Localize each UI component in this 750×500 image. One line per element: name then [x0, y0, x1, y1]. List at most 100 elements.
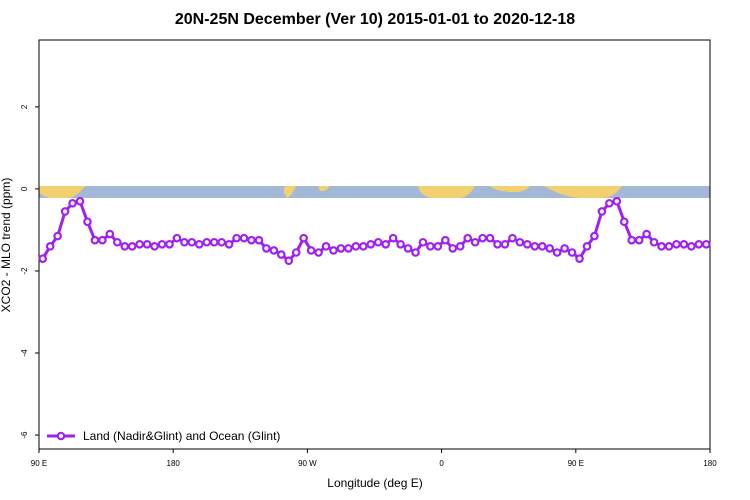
x-tick-label: 180 [703, 459, 717, 468]
series-line [41, 199, 707, 263]
data-point [426, 242, 435, 251]
data-point [649, 237, 659, 247]
data-point [180, 237, 189, 247]
data-point [336, 244, 346, 253]
data-point [679, 239, 689, 249]
data-point [448, 244, 458, 253]
data-point [523, 239, 532, 249]
data-point [597, 207, 607, 216]
chart-title: 20N-25N December (Ver 10) 2015-01-01 to … [175, 11, 575, 28]
data-point [455, 242, 465, 251]
data-point [262, 244, 271, 253]
data-point [351, 242, 361, 251]
y-tick-label: -2 [20, 267, 29, 275]
data-point [373, 237, 383, 247]
data-point [634, 235, 644, 245]
data-point [619, 217, 629, 227]
data-point [172, 233, 182, 243]
data-point [202, 237, 212, 247]
data-point [254, 235, 264, 245]
data-point [411, 248, 420, 257]
data-point [291, 248, 301, 257]
data-point [642, 229, 651, 239]
data-point [142, 239, 152, 249]
y-tick-label: 0 [20, 186, 29, 191]
data-point [135, 239, 144, 249]
data-point [664, 242, 674, 251]
data-point [53, 231, 62, 241]
map-strip [39, 186, 710, 198]
x-tick-label: 0 [439, 459, 444, 468]
data-point [433, 242, 443, 251]
y-tick-label: -4 [20, 349, 29, 357]
data-point [232, 233, 241, 243]
data-point [605, 198, 614, 208]
data-point [75, 196, 85, 206]
data-point [90, 235, 100, 245]
data-point [68, 198, 77, 208]
data-point [239, 233, 249, 243]
data-point [545, 244, 555, 253]
data-point [515, 237, 525, 247]
data-point [224, 239, 234, 249]
data-point [366, 239, 376, 249]
data-point [388, 233, 398, 243]
x-tick-label: 180 [167, 459, 181, 468]
x-axis-label: Longitude (deg E) [327, 476, 422, 490]
data-point [150, 242, 159, 251]
data-point [299, 233, 308, 243]
data-point [209, 237, 219, 247]
data-point [500, 239, 510, 249]
legend-label: Land (Nadir&Glint) and Ocean (Glint) [83, 429, 280, 443]
data-point [627, 235, 637, 245]
data-point [83, 217, 92, 227]
data-point [165, 239, 174, 249]
data-point [247, 235, 256, 245]
data-point [530, 242, 540, 251]
data-point [485, 233, 495, 243]
data-point [38, 254, 48, 263]
data-point [127, 242, 137, 251]
data-point [508, 233, 517, 243]
data-point [112, 237, 122, 247]
data-point [344, 244, 353, 253]
data-point [45, 242, 55, 251]
data-point [612, 196, 622, 206]
data-point [359, 242, 368, 251]
data-point [590, 231, 599, 241]
data-point [120, 242, 130, 251]
data-point [403, 244, 413, 253]
data-point [582, 242, 592, 251]
x-tick-label: 90 E [31, 459, 47, 468]
data-point [329, 246, 338, 255]
data-point [552, 248, 562, 257]
data-point [575, 254, 584, 263]
data-point [306, 246, 316, 255]
data-point [194, 239, 204, 249]
x-tick-label: 90 E [568, 459, 584, 468]
data-point [478, 233, 487, 243]
data-point [396, 239, 405, 249]
data-point [277, 250, 286, 259]
x-tick-label: 90 W [298, 459, 317, 468]
data-point [187, 237, 197, 247]
data-point [60, 207, 70, 216]
data-point [105, 229, 115, 239]
data-point [657, 242, 666, 251]
data-point [217, 237, 226, 247]
data-point [418, 237, 428, 247]
data-point [321, 242, 331, 251]
data-point [560, 244, 569, 253]
data-point [98, 235, 107, 245]
data-point [441, 235, 450, 245]
y-tick-label: 2 [20, 104, 29, 109]
data-point [537, 242, 547, 251]
data-point [672, 239, 681, 249]
data-point [284, 256, 294, 266]
data-point [381, 239, 390, 249]
data-point [701, 239, 711, 249]
data-point [463, 233, 472, 243]
data-point [493, 239, 502, 249]
data-point [687, 242, 696, 251]
